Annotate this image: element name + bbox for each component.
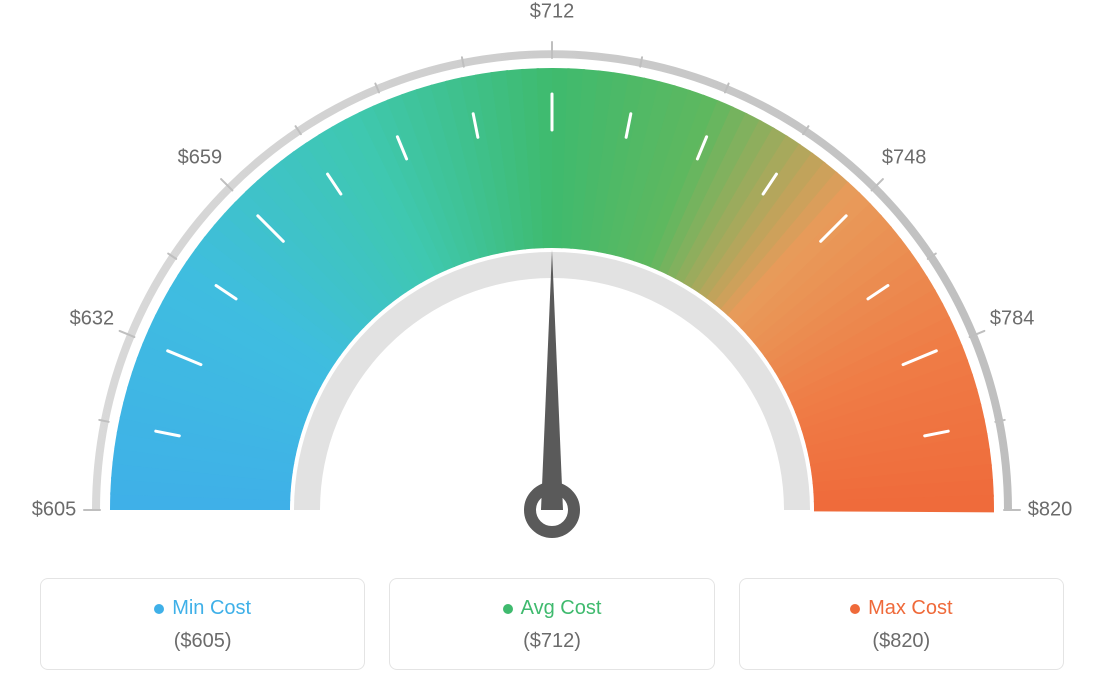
legend-dot-max xyxy=(850,604,860,614)
gauge-svg xyxy=(0,0,1104,560)
legend-dot-avg xyxy=(503,604,513,614)
gauge-area: $605 $632 $659 $712 $748 $784 $820 xyxy=(0,0,1104,560)
tick-label: $632 xyxy=(70,308,115,331)
tick-label: $605 xyxy=(32,499,77,522)
tick-label: $659 xyxy=(178,146,223,169)
legend-label-avg: Avg Cost xyxy=(521,597,602,620)
legend-title-avg: Avg Cost xyxy=(503,597,602,620)
legend-title-min: Min Cost xyxy=(154,597,251,620)
legend-row: Min Cost ($605) Avg Cost ($712) Max Cost… xyxy=(40,578,1064,670)
legend-dot-min xyxy=(154,604,164,614)
tick-label: $820 xyxy=(1028,499,1073,522)
legend-card-max: Max Cost ($820) xyxy=(739,578,1064,670)
legend-value-min: ($605) xyxy=(51,630,354,653)
cost-gauge-chart: $605 $632 $659 $712 $748 $784 $820 Min Cost ($… xyxy=(0,0,1104,690)
legend-label-max: Max Cost xyxy=(868,597,952,620)
legend-card-avg: Avg Cost ($712) xyxy=(389,578,714,670)
tick-label: $748 xyxy=(882,146,927,169)
tick-label: $784 xyxy=(990,308,1035,331)
legend-value-avg: ($712) xyxy=(400,630,703,653)
legend-label-min: Min Cost xyxy=(172,597,251,620)
legend-value-max: ($820) xyxy=(750,630,1053,653)
tick-label: $712 xyxy=(530,1,575,24)
legend-card-min: Min Cost ($605) xyxy=(40,578,365,670)
legend-title-max: Max Cost xyxy=(850,597,952,620)
